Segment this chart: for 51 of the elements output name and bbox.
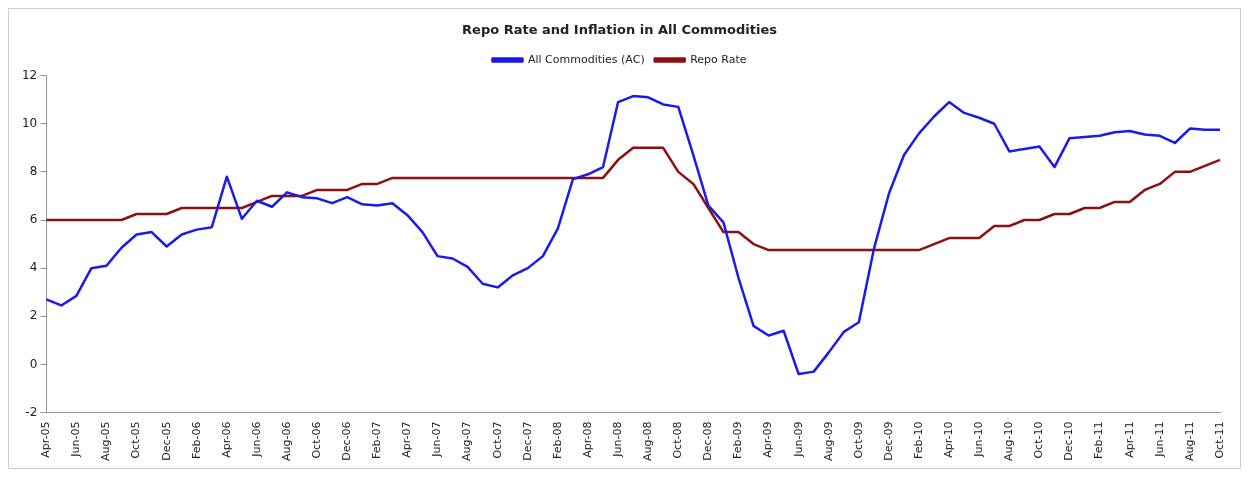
x-tick-label: Feb-06	[189, 421, 203, 460]
x-tick-label: Jun-09	[791, 421, 805, 458]
chart-title: Repo Rate and Inflation in All Commodities	[462, 22, 778, 38]
y-tick-label: 0	[29, 356, 38, 371]
x-tick-label: Dec-07	[520, 421, 534, 461]
x-tick-label: Aug-10	[1002, 421, 1016, 462]
x-tick-label: Jun-08	[610, 421, 624, 458]
x-tick-label: Apr-08	[580, 421, 594, 458]
x-tick-label: Feb-08	[550, 421, 564, 460]
x-tick-label: Dec-06	[340, 421, 354, 461]
x-tick-label: Oct-11	[1212, 421, 1226, 459]
x-tick-label: Dec-08	[701, 421, 715, 461]
y-tick-label: 12	[21, 67, 38, 82]
y-tick-label: 8	[29, 164, 38, 178]
y-tick-label: 6	[29, 212, 38, 227]
x-tick-label: Oct-10	[1032, 421, 1046, 459]
x-tick-label: Dec-05	[159, 421, 173, 461]
x-tick-label: Aug-05	[99, 421, 113, 462]
y-tick-label: 10	[21, 115, 38, 130]
x-tick-label: Aug-07	[460, 421, 474, 462]
y-tick-label: -2	[25, 404, 38, 419]
x-tick-label: Feb-11	[1092, 421, 1106, 460]
x-tick-label: Jun-11	[1152, 421, 1166, 458]
x-tick-label: Feb-10	[911, 421, 925, 460]
x-tick-label: Apr-07	[400, 421, 414, 458]
x-tick-label: Jun-10	[972, 421, 986, 458]
x-tick-label: Feb-09	[731, 421, 745, 460]
x-tick-label: Dec-09	[881, 421, 895, 461]
x-tick-label: Oct-07	[490, 421, 504, 459]
x-tick-label: Apr-05	[39, 421, 53, 458]
x-tick-label: Aug-06	[279, 421, 293, 462]
x-tick-label: Oct-09	[851, 421, 865, 459]
x-tick-label: Feb-07	[370, 421, 384, 460]
x-tick-label: Apr-11	[1122, 421, 1136, 458]
x-tick-label: Jun-07	[430, 421, 444, 458]
x-tick-label: Oct-06	[309, 421, 323, 459]
x-tick-label: Aug-08	[641, 421, 655, 462]
x-tick-label: Dec-10	[1062, 421, 1076, 461]
x-tick-label: Apr-10	[942, 421, 955, 458]
x-tick-label: Aug-11	[1182, 421, 1196, 462]
legend-label: All Commodities (AC)	[527, 52, 645, 66]
x-tick-label: Apr-09	[761, 421, 775, 458]
y-tick-label: 2	[29, 308, 38, 323]
legend-label: Repo Rate	[690, 52, 747, 66]
y-tick-label: 4	[29, 260, 38, 275]
x-tick-label: Aug-09	[821, 421, 835, 462]
x-tick-label: Apr-06	[219, 421, 233, 458]
x-tick-label: Oct-05	[129, 421, 143, 459]
x-tick-label: Jun-06	[249, 421, 263, 458]
x-tick-label: Jun-05	[69, 421, 83, 458]
x-tick-label: Oct-08	[671, 421, 685, 459]
